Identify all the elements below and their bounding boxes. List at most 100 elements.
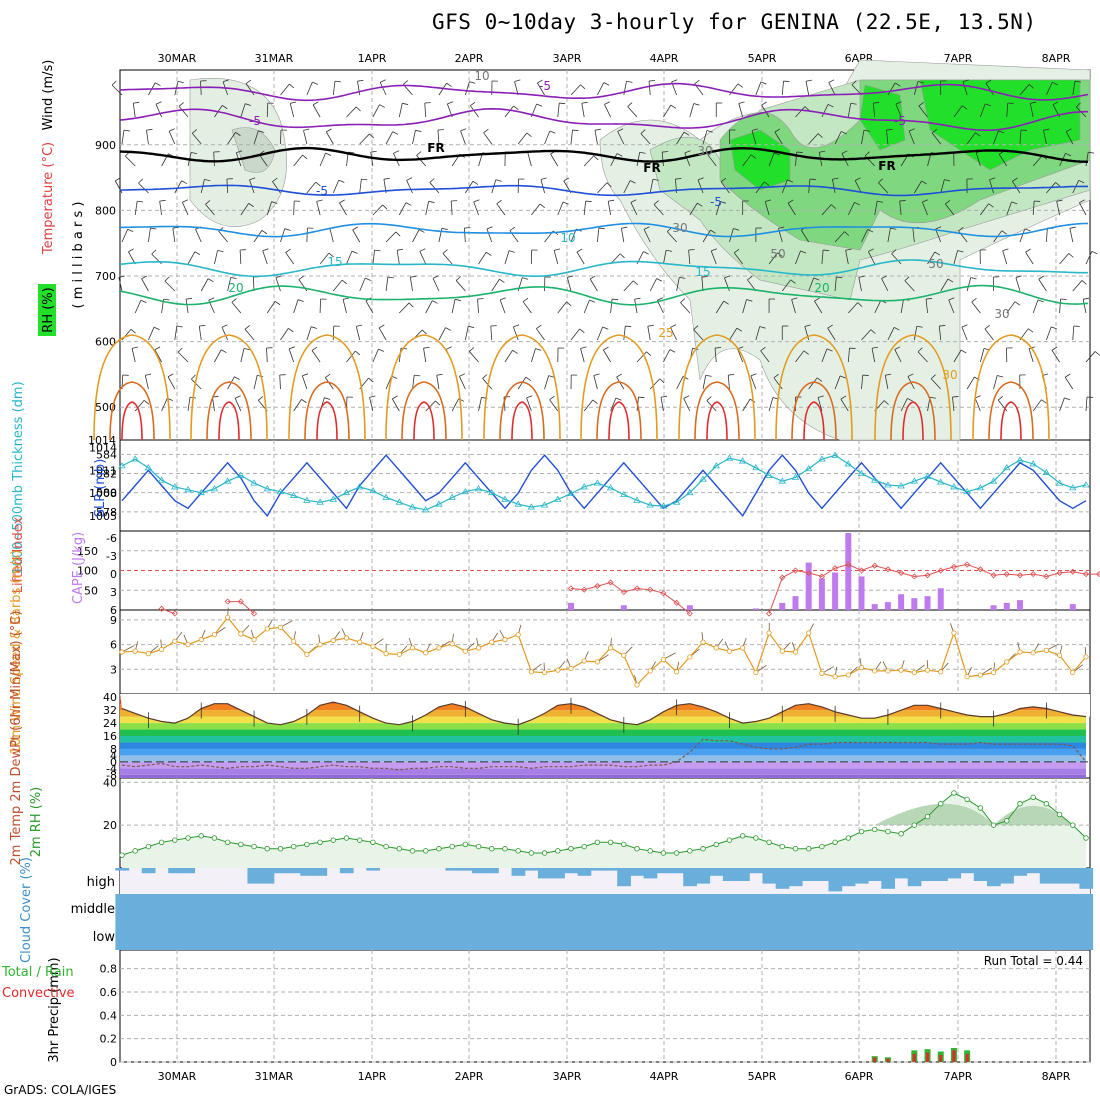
wind-barb	[891, 253, 902, 265]
wind-barb	[998, 154, 1008, 167]
wind-barb-flag	[243, 347, 250, 351]
thickness-marker	[422, 506, 430, 513]
wind-barb	[961, 326, 968, 341]
cloud-bar-middle	[736, 894, 750, 922]
date-label-bottom: 3APR	[553, 1070, 582, 1083]
wind-barb-flag	[662, 151, 669, 153]
thickness-marker	[752, 464, 760, 471]
wind-barb-flag	[1066, 128, 1072, 132]
wind-barb	[688, 250, 691, 265]
cloud-bar-middle	[287, 894, 301, 922]
rh-peak-area	[874, 803, 994, 826]
wind-barb-flag	[647, 324, 654, 327]
temp-contour-30-arch	[890, 381, 936, 441]
wind-barb-flag	[150, 227, 157, 230]
wind-barb	[385, 131, 394, 145]
cloud-bar-middle	[683, 894, 697, 922]
wind-barb	[359, 179, 362, 194]
wind-speed-marker	[726, 648, 733, 654]
wind-barb-flag	[817, 133, 823, 138]
wind-barb-flag	[603, 346, 609, 351]
temp-contour-25-arch	[874, 334, 952, 441]
wind-barb	[279, 374, 281, 390]
wind-barb	[854, 180, 862, 194]
cloud-bar-middle	[881, 894, 896, 922]
wind-barb	[504, 250, 510, 265]
thickness-marker	[672, 498, 681, 505]
wind-barb	[316, 201, 321, 216]
wind-barb-flag	[683, 395, 690, 399]
temp-color-band	[120, 748, 1086, 756]
wind-speed-marker	[1004, 659, 1010, 665]
cape-bar	[832, 572, 839, 610]
wind-barb-flag	[1011, 201, 1018, 205]
wind-barb	[627, 106, 638, 118]
cloud-bar-high	[168, 868, 182, 874]
wind-barb	[1056, 201, 1060, 216]
cloud-bar-middle	[326, 894, 341, 922]
wind-barb	[125, 155, 136, 167]
thickness-marker	[461, 487, 470, 495]
wind-barb-flag	[261, 230, 268, 235]
wind-barb	[921, 201, 928, 216]
wind-barb-flag	[1068, 253, 1074, 258]
wind-barb	[131, 348, 136, 363]
wind-speed-marker	[159, 646, 165, 653]
wind-speed-marker	[251, 637, 257, 643]
thickness-tick: 580	[96, 487, 117, 500]
wind-barb-flag	[382, 204, 388, 210]
thickness-marker	[514, 500, 522, 507]
cloud-bar-middle	[1079, 894, 1094, 922]
wind-barb	[834, 131, 842, 145]
wind-barb-flag	[455, 276, 461, 281]
wind-barb	[144, 375, 149, 390]
wind-barb-flag	[133, 101, 140, 104]
wind-barb-flag	[447, 101, 454, 105]
cloud-bar-high	[604, 868, 618, 871]
wind-barb-flag	[258, 130, 265, 133]
cloud-bar-low	[260, 922, 275, 950]
wind-barb	[557, 103, 560, 118]
li-marker	[237, 598, 244, 605]
wind-barb	[874, 201, 878, 216]
li-marker	[567, 585, 575, 592]
wind-barb-flag	[312, 101, 319, 106]
wind-barb-flag	[714, 347, 722, 349]
rh-marker	[872, 826, 878, 833]
ylabel-millibars: ( m i l l i b a r s )	[71, 202, 86, 309]
wind-barb	[128, 251, 136, 265]
wind-barb	[1079, 202, 1087, 216]
temp-color-band	[120, 716, 1086, 724]
precip-run-total: Run Total = 0.44	[984, 954, 1083, 968]
cloud-bar-middle	[392, 894, 407, 922]
wind-barb-flag	[245, 79, 252, 84]
thickness-marker	[963, 487, 971, 495]
rh-marker	[634, 846, 640, 852]
cape-bar	[924, 596, 931, 610]
wind-barb	[1085, 251, 1093, 265]
wind-barb	[623, 180, 631, 194]
wind-barb-flag	[1051, 346, 1058, 351]
wind-barb	[900, 299, 904, 314]
rh-marker	[951, 790, 957, 796]
wind-barb-flag	[907, 398, 913, 402]
cloud-bar-middle	[207, 894, 222, 922]
rh-marker	[753, 835, 759, 841]
wind-barb	[451, 398, 460, 412]
wind-barb	[227, 132, 236, 145]
wind-barb	[971, 301, 981, 314]
wind-barb	[1015, 277, 1021, 292]
wind-barb-flag	[984, 324, 990, 330]
wind-speed-marker	[792, 649, 799, 655]
wind-barb	[319, 152, 326, 167]
cloud-level-label: low	[93, 930, 116, 945]
wind-barb	[912, 228, 915, 243]
wind-barb	[412, 229, 420, 243]
wind-barb-flag	[540, 177, 547, 180]
wind-barb-flag	[917, 81, 924, 84]
thickness-marker	[554, 495, 562, 502]
wind-barb	[604, 104, 611, 118]
wind-speed-marker	[277, 624, 284, 630]
wind-barb	[148, 327, 155, 341]
wind-barb-flag	[625, 325, 632, 328]
